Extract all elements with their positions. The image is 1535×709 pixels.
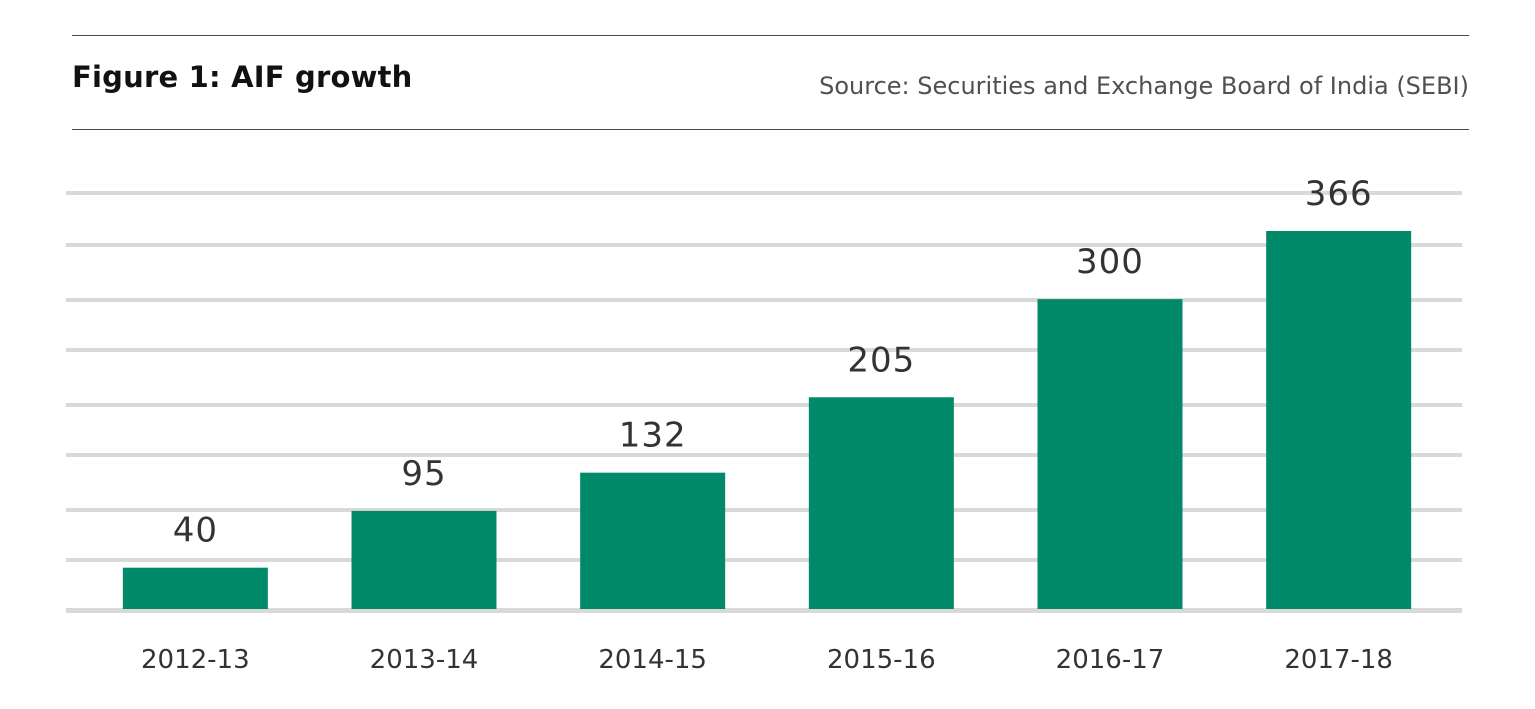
data-label: 132	[619, 416, 687, 456]
bar-2014-15	[580, 472, 726, 609]
data-label: 205	[847, 340, 915, 380]
bar-2012-13	[122, 567, 268, 609]
gridline	[66, 453, 1462, 457]
bar-2017-18	[1266, 230, 1412, 610]
gridline	[66, 243, 1462, 247]
data-label: 40	[173, 511, 218, 551]
x-axis-baseline	[66, 608, 1462, 613]
figure-title: Figure 1: AIF growth	[72, 60, 413, 94]
data-label: 95	[401, 454, 446, 494]
x-tick-label: 2016-17	[1056, 645, 1165, 675]
x-tick-label: 2013-14	[370, 645, 479, 675]
bar-2013-14	[351, 510, 497, 609]
gridline	[66, 191, 1462, 195]
x-tick-label: 2017-18	[1284, 645, 1393, 675]
gridline	[66, 558, 1462, 562]
top-rule	[72, 35, 1469, 36]
gridline	[66, 348, 1462, 352]
gridline	[66, 403, 1462, 407]
header-divider	[72, 129, 1469, 130]
bar-2015-16	[808, 397, 954, 609]
source-note: Source: Securities and Exchange Board of…	[819, 72, 1469, 100]
x-tick-label: 2012-13	[141, 645, 250, 675]
gridline	[66, 298, 1462, 302]
gridline	[66, 508, 1462, 512]
data-label: 300	[1076, 242, 1144, 282]
x-tick-label: 2015-16	[827, 645, 936, 675]
x-tick-label: 2014-15	[598, 645, 707, 675]
data-label: 366	[1305, 174, 1373, 214]
bar-2016-17	[1037, 299, 1183, 609]
